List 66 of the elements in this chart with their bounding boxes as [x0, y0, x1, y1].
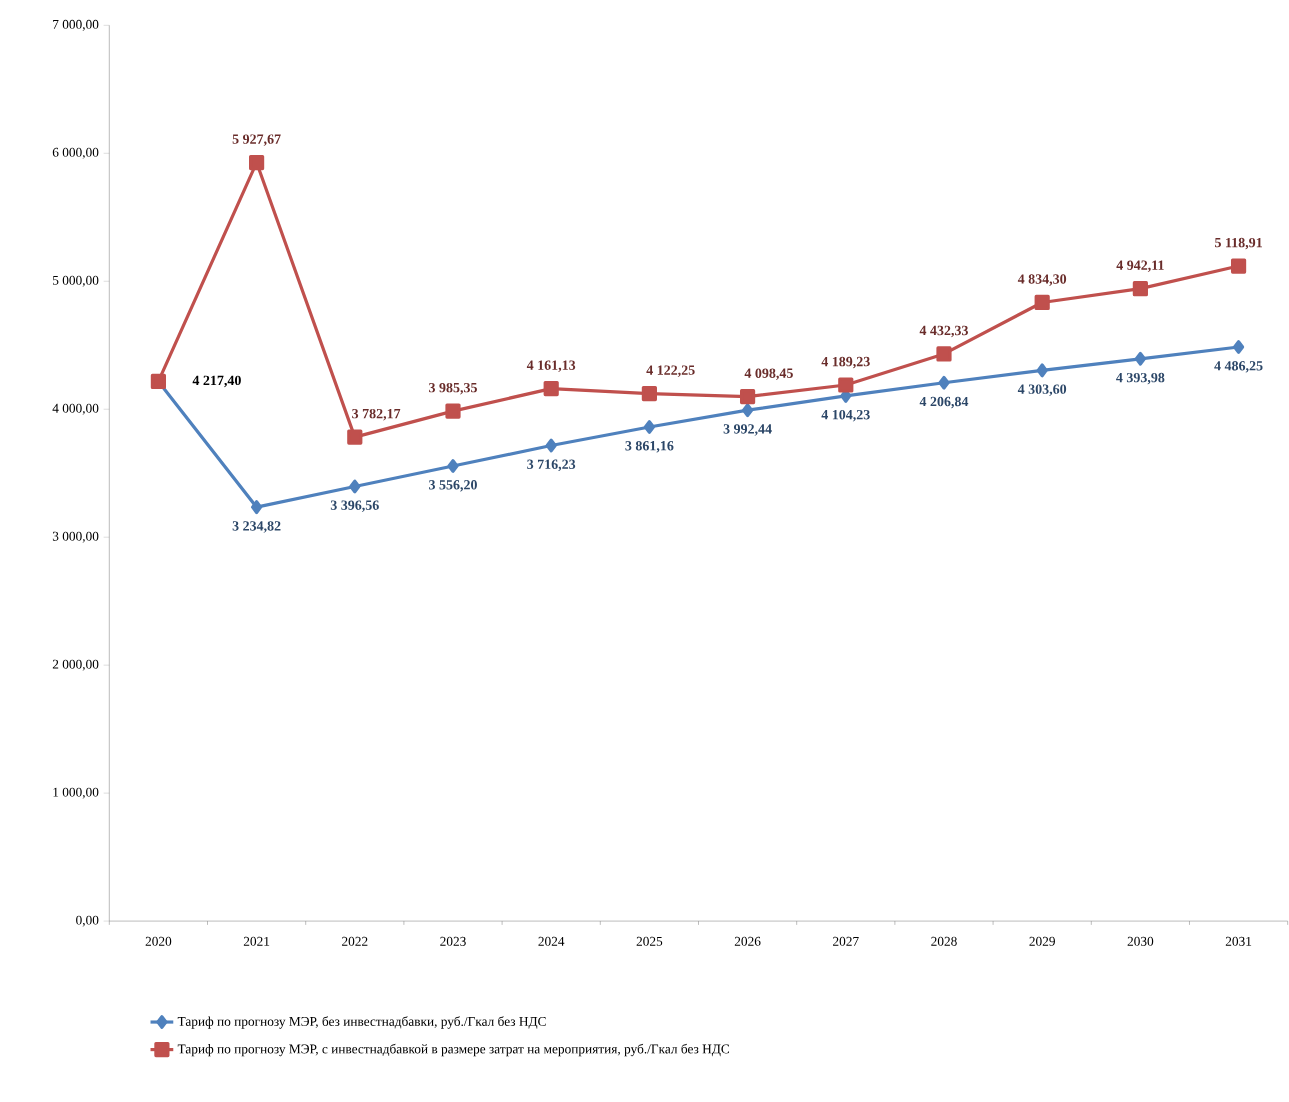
- data-label: 5 927,67: [232, 134, 281, 146]
- point: [1232, 339, 1245, 354]
- x-tick-label: 2020: [145, 936, 172, 946]
- data-label: 3 396,56: [330, 500, 379, 512]
- point: [251, 500, 263, 514]
- x-tick-label: 2025: [636, 936, 663, 946]
- point: [445, 403, 461, 419]
- point: [1132, 280, 1148, 297]
- point: [447, 458, 459, 473]
- data-label: 4 098,45: [744, 368, 793, 380]
- data-label: 4 206,84: [919, 396, 969, 409]
- data-label: 3 716,23: [527, 459, 576, 471]
- x-tick-label: 2029: [1029, 936, 1055, 946]
- y-tick-label: 3 000,00: [52, 531, 99, 543]
- y-tick-label: 4 000,00: [52, 403, 99, 415]
- point: [545, 438, 557, 453]
- x-tick-label: 2022: [342, 936, 368, 946]
- annotation: 4 217,40: [192, 375, 241, 387]
- data-label: 3 234,82: [232, 521, 281, 533]
- data-label: 4 942,11: [1116, 260, 1164, 272]
- data-label: 4 303,60: [1017, 384, 1067, 396]
- x-tick-label: 2024: [538, 936, 565, 946]
- point: [938, 375, 950, 390]
- point: [936, 346, 952, 362]
- point: [1230, 258, 1247, 274]
- y-tick-label: 6 000,00: [52, 147, 99, 159]
- point: [641, 385, 657, 401]
- point: [249, 154, 265, 170]
- x-tick-label: 2030: [1127, 936, 1154, 946]
- legend-label: Тариф по прогнозу МЭР, без инвестнадбавки, руб./Гкал без НДС: [177, 1016, 546, 1029]
- x-tick-label: 2027: [833, 936, 859, 946]
- data-label: 4 122,25: [646, 365, 695, 377]
- data-label: 3 782,17: [352, 408, 401, 421]
- point: [1034, 294, 1050, 310]
- point: [1036, 363, 1048, 378]
- point: [741, 403, 754, 417]
- data-label: 3 556,20: [429, 479, 477, 492]
- legend-label: Тариф по прогнозу МЭР, с инвестнадбавкой в размере затрат на мероприятия, руб./Гкал без НДС: [177, 1043, 730, 1057]
- data-label: 4 189,23: [821, 356, 870, 369]
- x-tick-label: 2026: [734, 936, 761, 946]
- point: [1134, 351, 1146, 366]
- data-label: 3 985,35: [429, 382, 477, 395]
- point: [349, 479, 361, 494]
- point: [543, 380, 559, 397]
- data-label: 4 432,33: [919, 325, 968, 338]
- point: [347, 429, 363, 445]
- x-tick-label: 2028: [931, 936, 957, 946]
- data-label: 3 992,44: [723, 424, 772, 436]
- y-tick-label: 0,00: [76, 915, 99, 927]
- y-tick-label: 2 000,00: [52, 659, 99, 671]
- x-tick-label: 2031: [1225, 936, 1252, 946]
- x-tick-label: 2023: [440, 936, 466, 946]
- data-label: 4 393,98: [1116, 372, 1165, 385]
- x-tick-label: 2021: [243, 936, 270, 946]
- data-label: 4 834,30: [1017, 274, 1067, 286]
- data-label: 3 861,16: [625, 440, 674, 453]
- point: [739, 388, 756, 405]
- y-tick-label: 1 000,00: [53, 787, 99, 799]
- point: [643, 419, 655, 434]
- data-label: 5 118,91: [1215, 237, 1262, 250]
- data-label: 4 486,25: [1214, 360, 1263, 373]
- data-label: 4 161,13: [526, 360, 576, 372]
- data-label: 4 104,23: [821, 409, 870, 422]
- y-tick-label: 5 000,00: [53, 275, 99, 287]
- point: [838, 377, 854, 393]
- y-tick-label: 7 000,00: [53, 19, 99, 31]
